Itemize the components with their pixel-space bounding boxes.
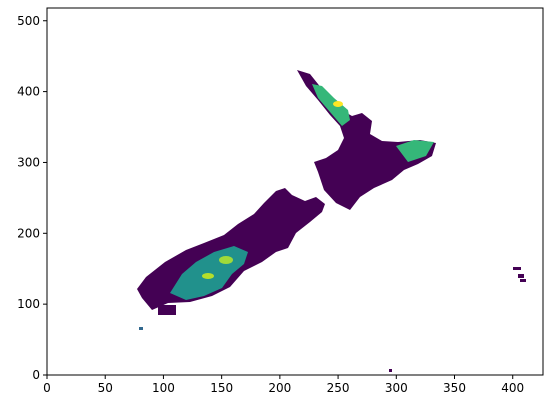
- x-tick-label: 150: [210, 381, 233, 395]
- y-tick-label: 0: [32, 368, 40, 382]
- y-tick-label: 400: [17, 85, 40, 99]
- x-tick-label: 350: [443, 381, 466, 395]
- small-islet-1: [139, 327, 143, 330]
- stewart-island: [158, 305, 176, 315]
- x-tick-label: 100: [152, 381, 175, 395]
- x-tick-label: 400: [501, 381, 524, 395]
- x-tick-label: 300: [385, 381, 408, 395]
- x-tick-label: 200: [268, 381, 291, 395]
- raster-image: [137, 70, 526, 372]
- plot-frame: [46, 7, 544, 376]
- y-tick-label: 500: [17, 14, 40, 28]
- chatham-islands-1: [513, 267, 521, 270]
- y-tick-label: 100: [17, 297, 40, 311]
- peak-spot-1: [333, 101, 343, 107]
- x-tick-label: 50: [98, 381, 113, 395]
- peak-spot-2: [219, 256, 233, 264]
- x-tick-label: 250: [327, 381, 350, 395]
- small-islet-2: [389, 369, 392, 372]
- chatham-islands-2: [518, 274, 524, 278]
- chatham-islands-3: [520, 279, 526, 282]
- x-tick-label: 0: [43, 381, 51, 395]
- x-axis: 0 50 100 150 200 250 300 350 400: [43, 375, 524, 395]
- y-tick-label: 200: [17, 226, 40, 240]
- north-island-high-region: [312, 84, 350, 126]
- y-tick-label: 300: [17, 155, 40, 169]
- peak-spot-3: [202, 273, 214, 279]
- east-cape-high-region: [396, 140, 434, 162]
- y-axis: 0 100 200 300 400 500: [17, 14, 47, 382]
